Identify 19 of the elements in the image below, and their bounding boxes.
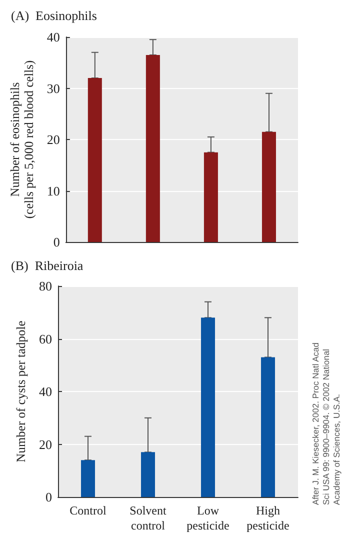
y-tick-label: 20	[39, 436, 52, 452]
y-tick-label: 40	[39, 384, 52, 399]
y-tick-label: 80	[39, 278, 52, 294]
x-tick-label: Solvent control	[130, 504, 167, 532]
y-tick-label: 20	[46, 132, 60, 147]
x-tick-label: Low pesticide	[186, 504, 230, 532]
y-tick-label: 40	[46, 30, 60, 44]
chart-title: (B) Ribeiroia	[11, 258, 84, 273]
y-tick-label: 0	[46, 490, 52, 504]
x-tick-label: Control	[70, 504, 107, 518]
y-axis-title: Number of cysts per tadpole	[14, 320, 28, 462]
y-tick-label: 60	[39, 331, 52, 346]
y-tick-label: 10	[46, 183, 60, 198]
y-tick-label: 30	[46, 80, 60, 96]
y-axis-title: Number of eosinophils (cells per 5,000 red blood cells)	[8, 60, 36, 219]
text: After J. M. Kiesecker, 2002. Proc Natl Acad Sci USA 99: 9900–9904. © 2002 National Academy of Sciences, U.S.A.	[310, 340, 342, 505]
chart-title: (A) Eosinophils	[11, 8, 97, 23]
x-tick-label: High pesticide	[246, 504, 290, 532]
y-tick-label: 0	[53, 234, 60, 250]
